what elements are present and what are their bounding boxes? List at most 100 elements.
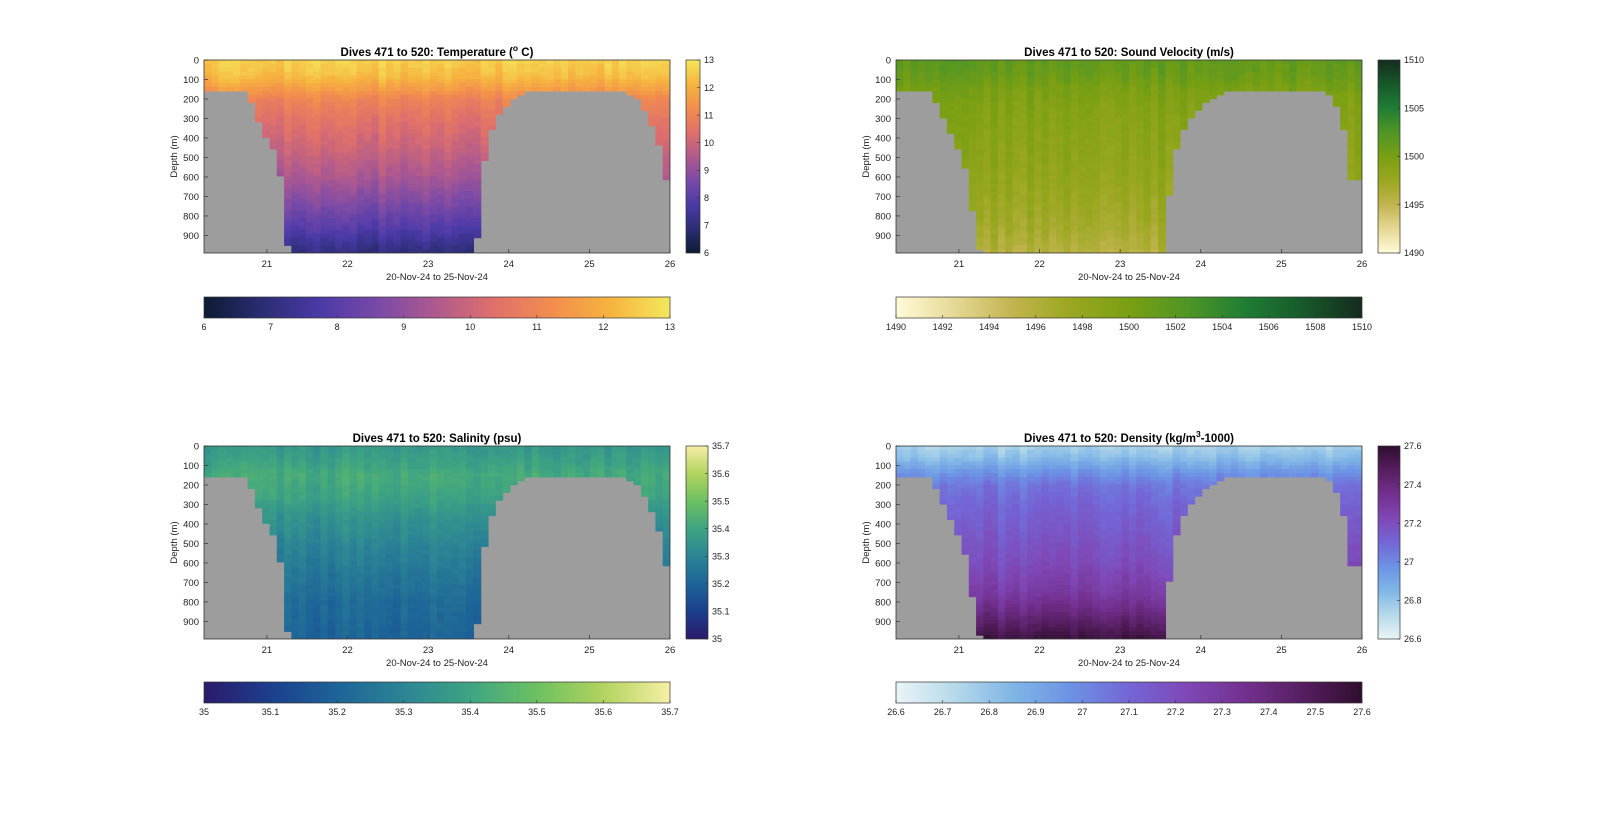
y-tick-label: 100: [875, 75, 891, 86]
x-tick-label: 22: [1034, 259, 1045, 270]
hcolorbar-tick-label: 35.2: [328, 707, 346, 717]
x-tick-label: 26: [665, 645, 676, 656]
colorbar-tick-label: 27.6: [1404, 441, 1422, 451]
x-tick-label: 24: [1195, 645, 1206, 656]
y-tick-label: 600: [875, 558, 891, 569]
hcolorbar-tick-label: 26.9: [1027, 707, 1045, 717]
hcolorbar-tick-label: 27.6: [1353, 707, 1371, 717]
colorbar-tick-label: 26.8: [1404, 596, 1422, 606]
y-tick-label: 900: [183, 231, 199, 242]
x-tick-label: 23: [1115, 259, 1126, 270]
y-axis-label: Depth (m): [169, 521, 180, 563]
hcolorbar-tick-label: 8: [335, 322, 340, 332]
colorbar-tick-label: 1490: [1404, 248, 1424, 258]
x-tick-label: 21: [954, 259, 965, 270]
data-field: [896, 446, 1362, 639]
y-axis-label: Depth (m): [169, 135, 180, 177]
horizontal-colorbar: [203, 681, 671, 704]
x-axis-label: 20-Nov-24 to 25-Nov-24: [386, 272, 488, 283]
hcolorbar-tick-label: 12: [598, 322, 608, 332]
y-tick-label: 800: [875, 211, 891, 222]
y-tick-label: 600: [875, 172, 891, 183]
colorbar-tick-label: 1505: [1404, 103, 1424, 113]
chart-panel-4: Dives 471 to 520: Density (kg/m3-1000) 0 1…: [861, 429, 1422, 717]
hcolorbar-tick-label: 26.6: [887, 707, 905, 717]
chart-title: Dives 471 to 520: Salinity (psu): [353, 433, 522, 445]
colorbar-tick-label: 35.6: [712, 469, 730, 479]
chart-panel-2: Dives 471 to 520: Sound Velocity (m/s) 0 1…: [861, 47, 1424, 332]
hcolorbar-tick-label: 35.7: [661, 707, 679, 717]
colorbar-tick-label: 6: [704, 248, 709, 258]
x-tick-label: 24: [1195, 259, 1206, 270]
colorbar-tick-label: 27.4: [1404, 480, 1422, 490]
y-tick-label: 600: [183, 172, 199, 183]
vertical-colorbar: [685, 445, 709, 640]
x-tick-label: 21: [262, 259, 273, 270]
hcolorbar-tick-label: 27.2: [1167, 707, 1185, 717]
y-tick-label: 400: [183, 133, 199, 144]
colorbar-tick-label: 1500: [1404, 152, 1424, 162]
y-tick-label: 500: [183, 153, 199, 164]
y-tick-label: 300: [875, 500, 891, 511]
x-tick-label: 25: [1276, 645, 1287, 656]
hcolorbar-tick-label: 35.3: [395, 707, 413, 717]
x-tick-label: 25: [584, 645, 595, 656]
y-tick-label: 400: [875, 133, 891, 144]
hcolorbar-tick-label: 1510: [1352, 322, 1372, 332]
colorbar-tick-label: 27: [1404, 557, 1414, 567]
y-tick-label: 200: [875, 480, 891, 491]
colorbar-tick-label: 35.1: [712, 607, 730, 617]
x-tick-label: 25: [584, 259, 595, 270]
colorbar-tick-label: 8: [704, 193, 709, 203]
y-tick-label: 300: [875, 114, 891, 125]
chart-panel-1: Dives 471 to 520: Temperature (o C) 0 100 2…: [169, 43, 714, 332]
x-axis-label: 20-Nov-24 to 25-Nov-24: [1078, 272, 1180, 283]
hcolorbar-tick-label: 35.4: [462, 707, 480, 717]
hcolorbar-tick-label: 35.6: [595, 707, 613, 717]
y-tick-label: 200: [183, 94, 199, 105]
hcolorbar-tick-label: 35: [199, 707, 209, 717]
hcolorbar-tick-label: 26.7: [934, 707, 952, 717]
y-tick-label: 0: [886, 56, 891, 67]
hcolorbar-tick-label: 6: [201, 322, 206, 332]
x-axis-label: 20-Nov-24 to 25-Nov-24: [1078, 658, 1180, 669]
hcolorbar-tick-label: 1500: [1119, 322, 1139, 332]
colorbar-tick-label: 9: [704, 165, 709, 175]
y-tick-label: 500: [875, 153, 891, 164]
colorbar-tick-label: 35.3: [712, 551, 730, 561]
plot-axes-box: [895, 445, 1363, 640]
data-field: [896, 60, 1362, 253]
x-tick-label: 22: [1034, 645, 1045, 656]
hcolorbar-tick-label: 1506: [1259, 322, 1279, 332]
x-tick-label: 23: [1115, 645, 1126, 656]
horizontal-colorbar: [895, 296, 1363, 319]
y-tick-label: 700: [183, 578, 199, 589]
y-tick-label: 200: [875, 94, 891, 105]
data-field: [204, 446, 670, 639]
y-tick-label: 100: [183, 461, 199, 472]
hcolorbar-tick-label: 27.5: [1307, 707, 1325, 717]
y-tick-label: 900: [875, 617, 891, 628]
chart-title: Dives 471 to 520: Temperature (o C): [341, 43, 534, 59]
hcolorbar-tick-label: 35.1: [262, 707, 280, 717]
vertical-colorbar: [685, 59, 701, 254]
y-tick-label: 600: [183, 558, 199, 569]
y-tick-label: 700: [875, 192, 891, 203]
y-tick-label: 100: [875, 461, 891, 472]
x-tick-label: 26: [1357, 259, 1368, 270]
x-tick-label: 25: [1276, 259, 1287, 270]
y-tick-label: 800: [875, 597, 891, 608]
vertical-colorbar: [1377, 59, 1401, 254]
y-tick-label: 200: [183, 480, 199, 491]
y-tick-label: 0: [194, 442, 199, 453]
x-tick-label: 24: [503, 259, 514, 270]
x-tick-label: 26: [1357, 645, 1368, 656]
hcolorbar-tick-label: 1496: [1026, 322, 1046, 332]
y-tick-label: 400: [183, 519, 199, 530]
colorbar-tick-label: 26.6: [1404, 634, 1422, 644]
y-tick-label: 100: [183, 75, 199, 86]
hcolorbar-tick-label: 11: [532, 322, 541, 332]
plot-axes-box: [203, 445, 671, 640]
colorbar-tick-label: 35.2: [712, 579, 730, 589]
hcolorbar-tick-label: 26.8: [980, 707, 998, 717]
